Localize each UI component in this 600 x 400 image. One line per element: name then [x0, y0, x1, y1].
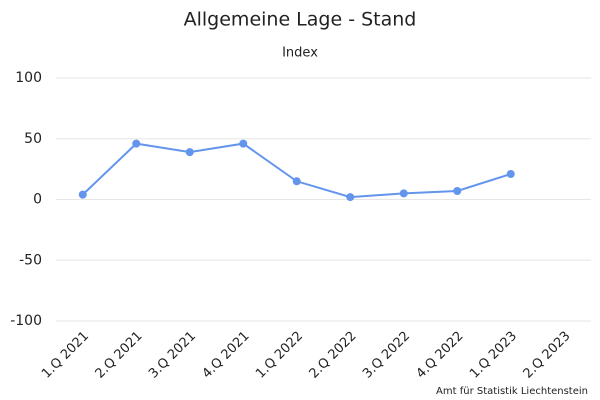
line — [82, 142, 512, 199]
x-tick-label: 2.Q 2022 — [307, 329, 360, 382]
y-tick-label: 100 — [15, 70, 42, 86]
chart-title: Allgemeine Lage - Stand — [184, 9, 417, 31]
x-tick-label: 3.Q 2022 — [360, 329, 413, 382]
point — [292, 177, 301, 186]
point — [399, 189, 408, 198]
x-tick-label: 4.Q 2022 — [414, 329, 467, 382]
point — [239, 139, 248, 148]
x-tick-label: 2.Q 2021 — [93, 329, 146, 382]
y-tick-label: -100 — [10, 313, 42, 329]
y-tick-label: 0 — [33, 192, 42, 208]
credits: Amt für Statistik Liechtenstein — [436, 386, 588, 397]
x-tick-label: 1.Q 2023 — [467, 329, 520, 382]
point — [346, 193, 355, 202]
point — [185, 148, 194, 157]
x-tick-label: 1.Q 2022 — [253, 329, 306, 382]
y-tick-label: 50 — [24, 131, 42, 147]
y-tick-label: -50 — [19, 252, 42, 268]
x-tick-label: 4.Q 2021 — [200, 329, 253, 382]
point — [132, 139, 141, 148]
point — [78, 190, 87, 199]
point — [453, 186, 462, 195]
chart-subtitle: Index — [282, 46, 318, 61]
x-tick-label: 3.Q 2021 — [146, 329, 199, 382]
x-tick-label: 1.Q 2021 — [39, 329, 92, 382]
point — [506, 169, 515, 178]
x-tick-label: 2.Q 2023 — [521, 329, 574, 382]
